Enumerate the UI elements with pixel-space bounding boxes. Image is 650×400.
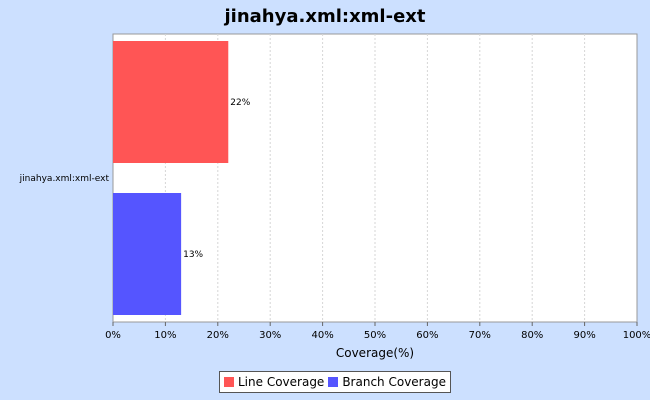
legend-swatch-line-coverage — [224, 377, 234, 387]
x-axis-label: Coverage(%) — [336, 346, 414, 360]
y-category-label: jinahya.xml:xml-ext — [19, 174, 110, 184]
chart-title: jinahya.xml:xml-ext — [224, 6, 426, 27]
data-label-line-coverage: 22% — [230, 98, 250, 108]
x-tick-label: 40% — [311, 330, 333, 341]
axes: 0% 10% 20% 30% 40% 50% 60% 70% 80% 90% 100% Coverag… — [19, 174, 650, 360]
x-tick-label: 10% — [154, 330, 176, 341]
legend-item-branch-coverage: Branch Coverage — [328, 375, 446, 389]
legend: Line Coverage Branch Coverage — [219, 371, 451, 393]
x-tick-label: 60% — [416, 330, 438, 341]
x-tick-label: 20% — [207, 330, 229, 341]
legend-label-branch-coverage: Branch Coverage — [342, 375, 446, 389]
x-tick-label: 30% — [259, 330, 281, 341]
legend-item-line-coverage: Line Coverage — [224, 375, 324, 389]
legend-label-line-coverage: Line Coverage — [238, 375, 325, 389]
data-label-branch-coverage: 13% — [183, 250, 203, 260]
bars: 22% 13% — [113, 41, 251, 315]
grid-lines — [164, 34, 586, 322]
legend-swatch-branch-coverage — [328, 377, 339, 387]
x-tick-label: 100% — [623, 330, 650, 341]
x-tick-label: 90% — [573, 330, 595, 341]
bar-line-coverage — [113, 41, 229, 163]
x-tick-label: 0% — [105, 330, 121, 341]
x-tick-label: 80% — [521, 330, 543, 341]
x-tick-label: 50% — [364, 330, 386, 341]
x-tick-label: 70% — [469, 330, 491, 341]
bar-branch-coverage — [113, 193, 182, 315]
